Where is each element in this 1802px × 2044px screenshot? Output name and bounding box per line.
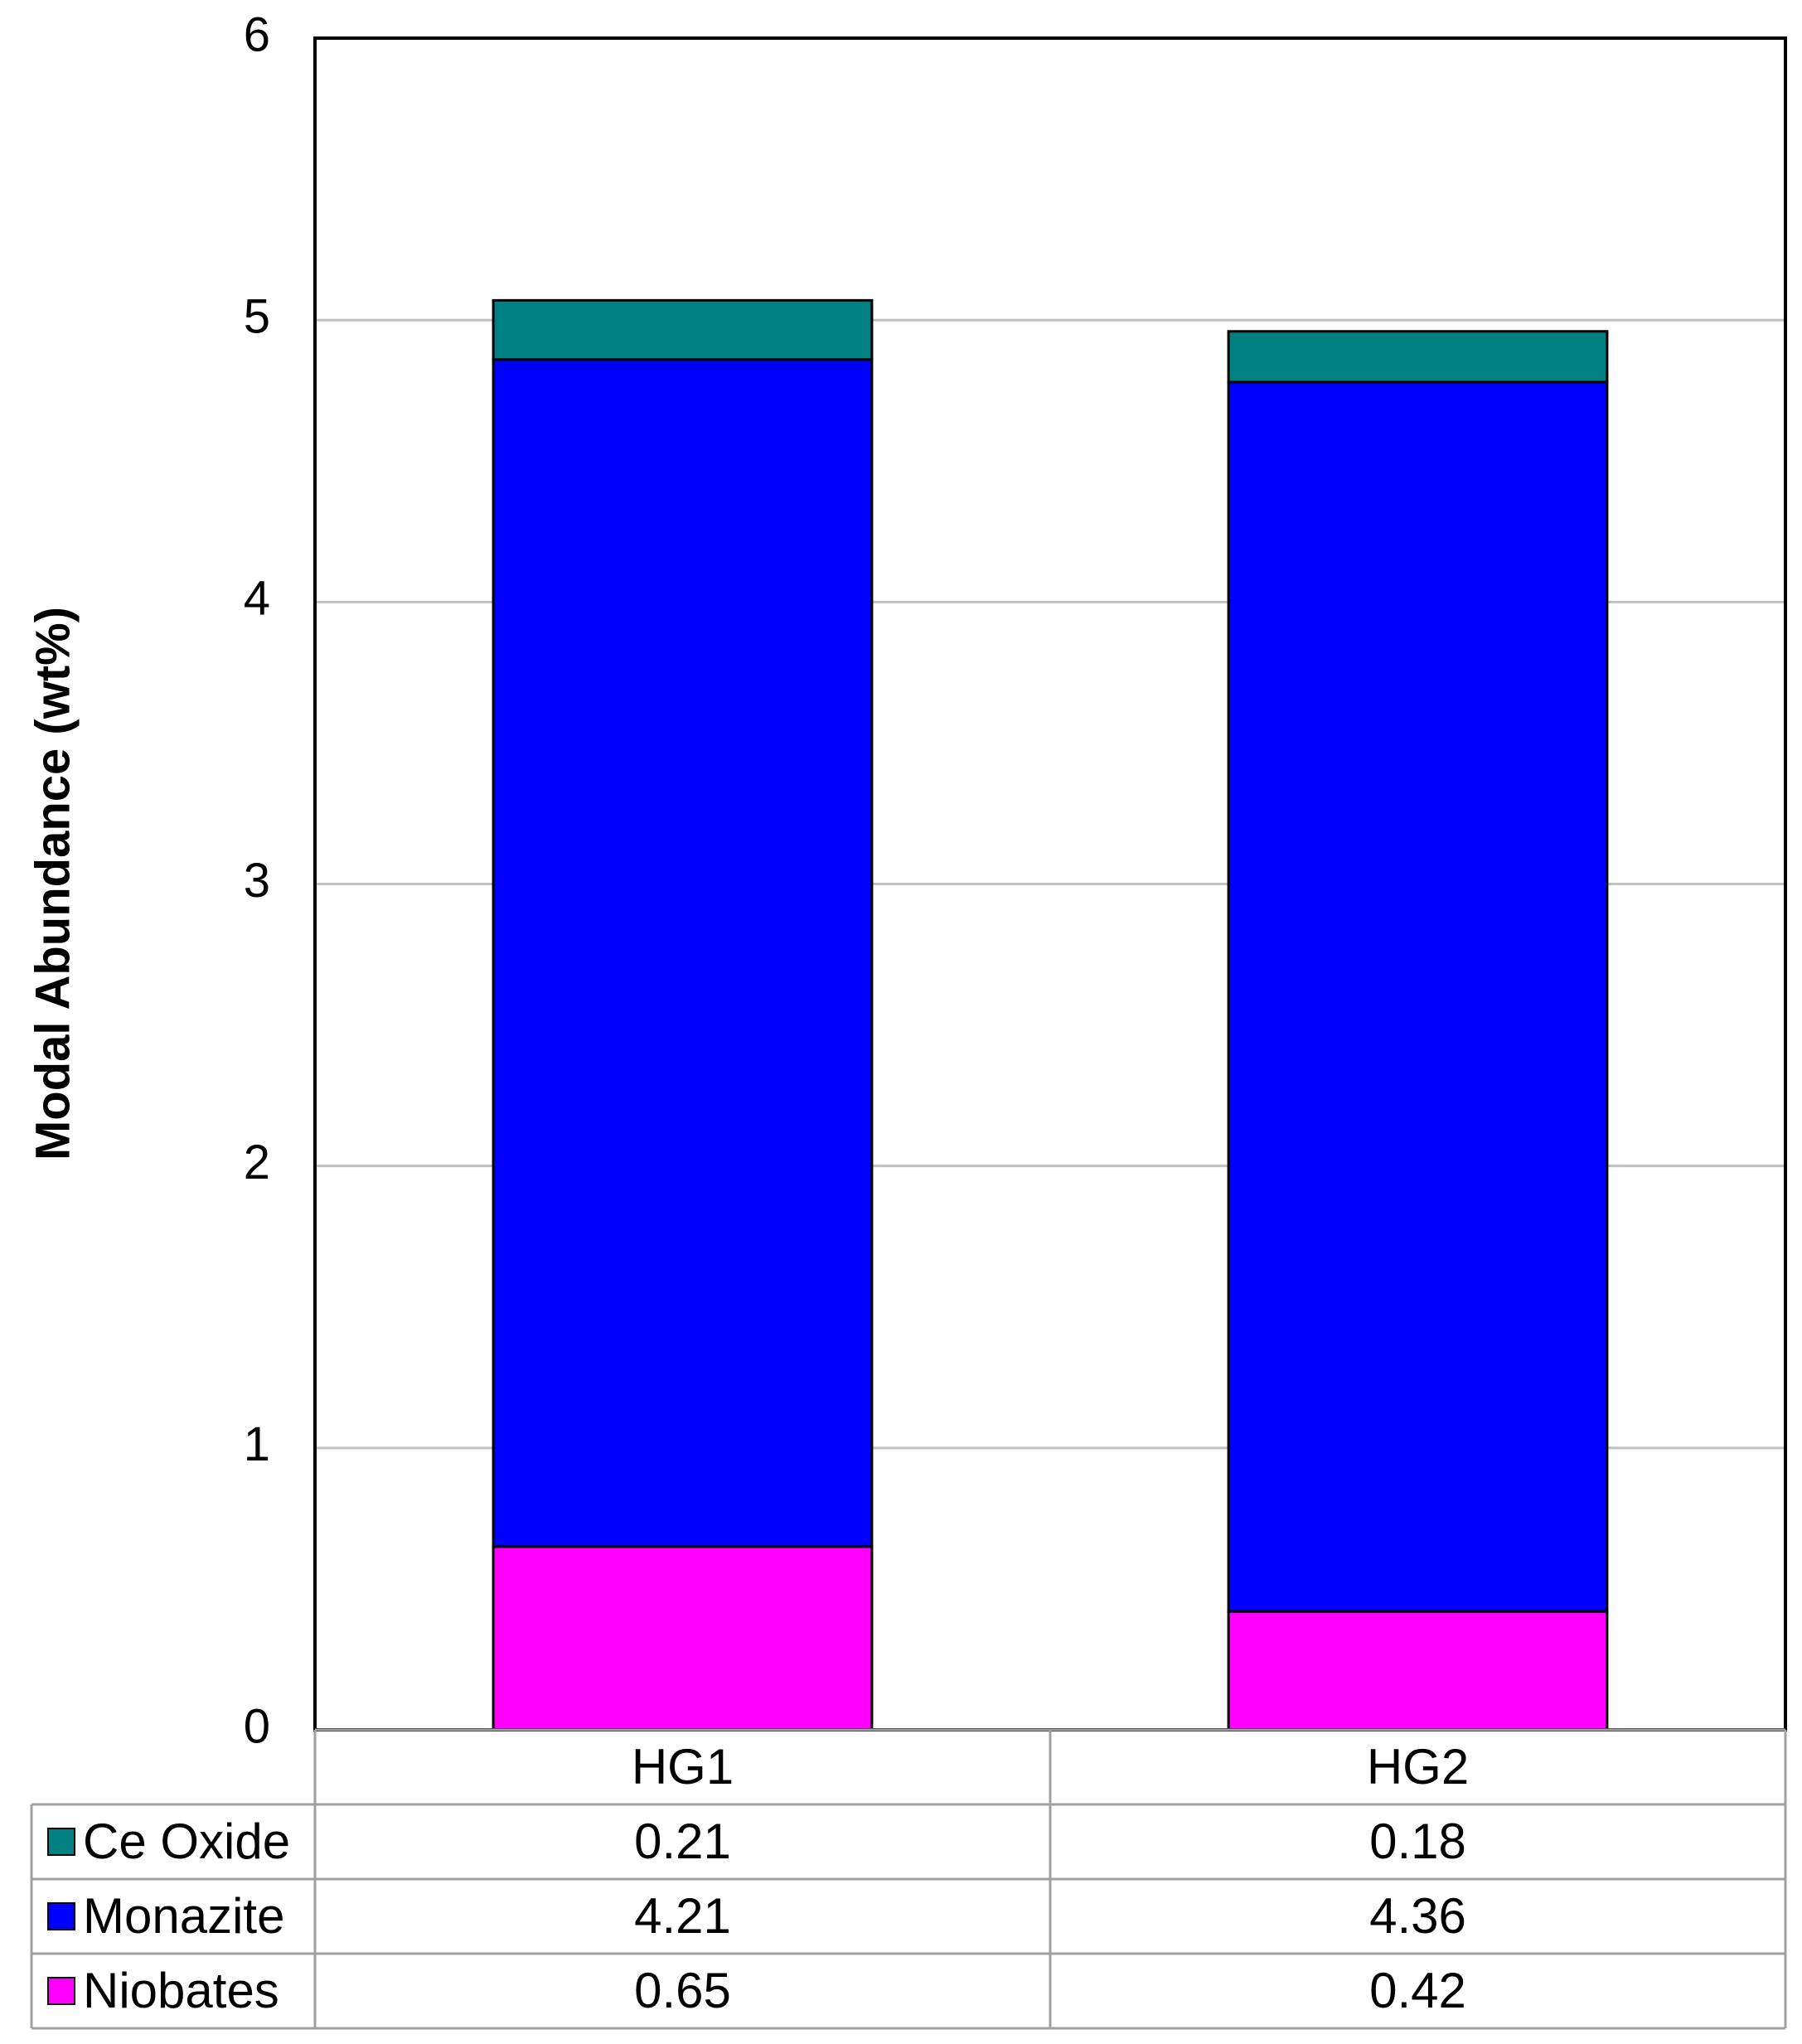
y-tick-label: 1 (244, 1417, 270, 1471)
y-tick-label: 0 (244, 1699, 270, 1753)
bar-segment-ce-oxide-hg1 (492, 298, 874, 361)
table-value: 0.42 (1369, 1963, 1466, 2018)
bars (492, 298, 1609, 1732)
legend-swatch (47, 1902, 75, 1930)
y-axis-title: Modal Abundance (wt%) (26, 607, 80, 1160)
y-tick-label: 6 (244, 7, 270, 61)
table-value: 4.21 (634, 1888, 731, 1944)
bar-segment-niobates-hg1 (492, 1545, 874, 1732)
x-category-label: HG2 (1367, 1739, 1469, 1795)
x-category-label: HG1 (632, 1739, 734, 1795)
legend-label: Monazite (83, 1888, 284, 1944)
y-tick-label: 4 (244, 572, 270, 626)
bar-segment-ce-oxide-hg2 (1227, 330, 1609, 384)
data-table: HG1 HG2 Ce Oxide 0.21 0.18 Monazite 4.21 4.36 Ni… (30, 1728, 1787, 2030)
legend-swatch (47, 1828, 75, 1856)
bar-segment-monazite-hg2 (1227, 380, 1609, 1613)
table-value: 0.18 (1369, 1814, 1466, 1869)
y-axis-ticks: 0 1 2 3 4 5 6 (244, 7, 270, 1753)
bar-segment-niobates-hg2 (1227, 1610, 1609, 1732)
legend-label: Ce Oxide (83, 1814, 290, 1869)
legend-label: Niobates (83, 1963, 279, 2018)
bar-segment-monazite-hg1 (492, 358, 874, 1548)
legend-swatch (47, 1977, 75, 2005)
y-tick-label: 5 (244, 289, 270, 343)
table-value: 4.36 (1369, 1888, 1466, 1944)
table-value: 0.65 (634, 1963, 731, 2018)
y-tick-label: 2 (244, 1136, 270, 1189)
table-value: 0.21 (634, 1814, 731, 1869)
y-tick-label: 3 (244, 854, 270, 908)
